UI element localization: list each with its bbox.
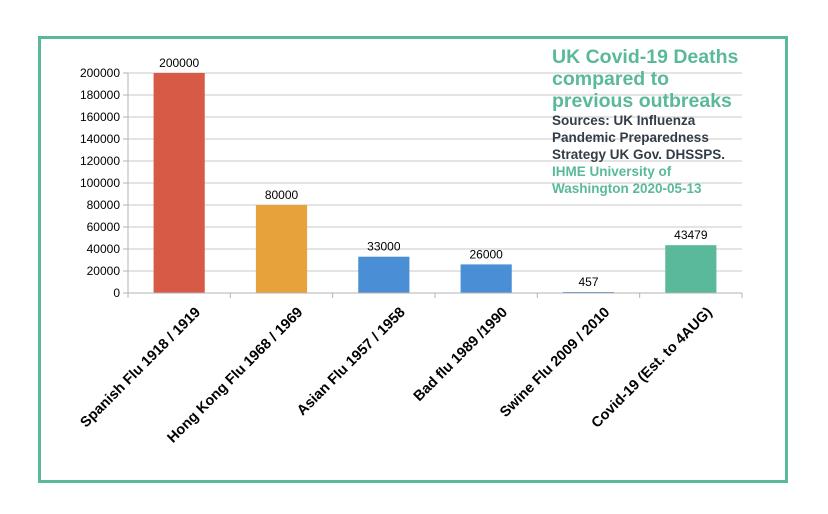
bars <box>153 73 717 293</box>
bar <box>358 256 410 293</box>
x-tick-label: Covid-19 (Est. to 4AUG) <box>589 304 716 431</box>
source-line-2: Pandemic Preparedness <box>552 130 709 145</box>
bar <box>255 205 308 293</box>
chart-title-block: UK Covid-19 Deaths compared to previous … <box>552 46 802 197</box>
y-tick-label: 40000 <box>87 242 121 256</box>
bar <box>153 73 205 293</box>
source-line-3: Strategy UK Gov. DHSSPS. <box>552 147 726 162</box>
chart-title-line-1: UK Covid-19 Deaths <box>552 46 739 68</box>
bar <box>460 264 512 293</box>
y-tick-label: 80000 <box>87 198 121 212</box>
y-tick-label: 20000 <box>87 264 121 278</box>
x-tick-label: Spanish Flu 1918 / 1919 <box>78 305 204 431</box>
y-tick-label: 0 <box>113 286 120 300</box>
y-tick-label: 60000 <box>87 220 121 234</box>
data-label: 26000 <box>469 247 503 261</box>
y-tick-label: 120000 <box>80 154 120 168</box>
y-tick-label: 180000 <box>80 88 120 102</box>
y-tick-label: 160000 <box>80 110 120 124</box>
x-tick-label: Swine Flu 2009 / 2010 <box>497 305 613 421</box>
data-label: 43479 <box>674 228 708 242</box>
x-tick-label: Asian Flu 1957 / 1958 <box>294 305 408 419</box>
x-tick-label: Bad flu 1989 /1990 <box>411 305 511 405</box>
axes: 0 20000 40000 60000 80000 100000 120000 140000 1… <box>80 66 743 300</box>
chart-title-line-3: previous outbreaks <box>552 90 732 112</box>
source-line-5: Washington 2020-05-13 <box>552 181 702 196</box>
data-label: 33000 <box>367 240 401 254</box>
data-label: 80000 <box>265 188 299 202</box>
source-line-4: IHME University of <box>552 164 672 179</box>
bar <box>665 245 717 293</box>
source-line-1: Sources: UK Influenza <box>552 113 696 128</box>
data-label: 457 <box>578 275 598 289</box>
y-tick-label: 100000 <box>80 176 120 190</box>
y-tick-label: 140000 <box>80 132 120 146</box>
data-label: 200000 <box>159 56 199 70</box>
chart-title-line-2: compared to <box>552 68 670 90</box>
y-tick-label: 200000 <box>80 66 120 80</box>
data-labels: 200000 80000 33000 26000 457 43479 <box>159 56 708 289</box>
